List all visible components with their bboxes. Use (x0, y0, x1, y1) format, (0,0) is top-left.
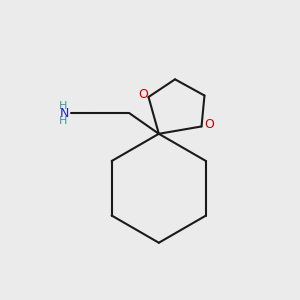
Text: H: H (59, 116, 67, 126)
Text: O: O (204, 118, 214, 131)
Text: O: O (138, 88, 148, 101)
Text: N: N (60, 107, 69, 120)
Text: H: H (59, 101, 67, 111)
